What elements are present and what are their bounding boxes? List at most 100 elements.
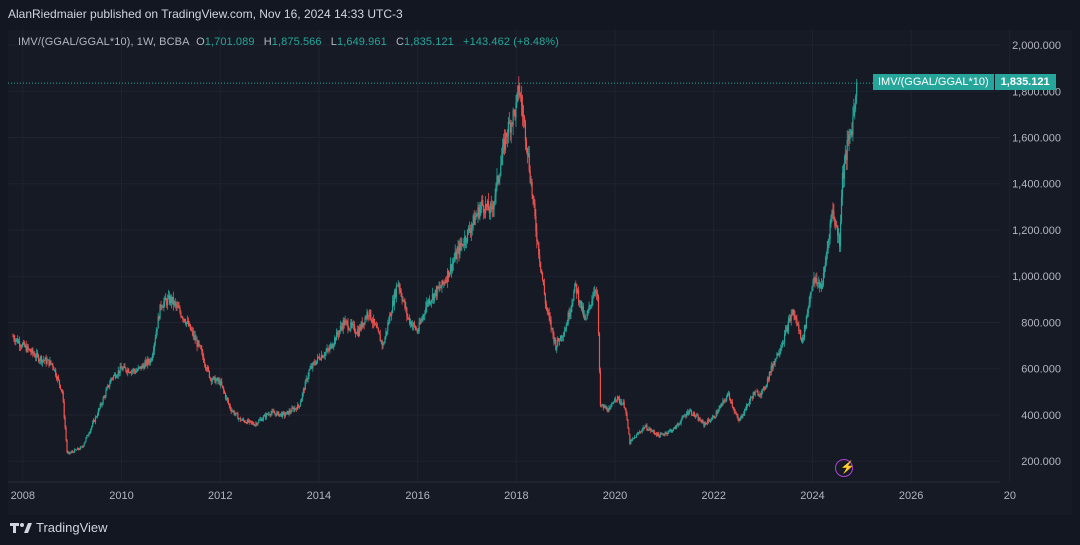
candle-body <box>247 419 249 423</box>
candle-body <box>276 412 278 416</box>
candle-body <box>38 360 41 362</box>
candle-body <box>372 322 374 324</box>
candle-body <box>740 415 742 418</box>
candle-body <box>93 420 96 422</box>
candle-body <box>93 420 95 423</box>
candle-body <box>652 430 655 432</box>
candle-body <box>625 409 627 414</box>
candle-body <box>196 339 198 347</box>
candle-body <box>509 123 511 133</box>
candle-body <box>130 370 133 373</box>
candle-body <box>288 410 290 415</box>
flash-icon[interactable]: ⚡ <box>835 459 855 477</box>
candle-body <box>520 95 522 97</box>
candle-body <box>210 378 212 382</box>
candle-body <box>107 385 109 388</box>
candle-body <box>291 408 293 412</box>
x-tick-label: 2026 <box>899 490 923 502</box>
candle-body <box>746 404 749 406</box>
candle-body <box>839 235 841 247</box>
candle-body <box>742 415 744 418</box>
candle-body <box>808 302 810 308</box>
candle-body <box>616 396 619 400</box>
candle-body <box>169 296 172 304</box>
symbol-legend[interactable]: IMV/(GGAL/GGAL*10), 1W, BCBA O1,701.089 … <box>18 36 559 48</box>
candle-body <box>52 363 54 368</box>
candle-body <box>35 356 37 358</box>
candle-body <box>142 364 144 366</box>
candle-body <box>523 117 526 122</box>
candle-body <box>239 418 241 420</box>
candle-body <box>377 328 379 332</box>
candle-body <box>437 286 439 289</box>
candle-body <box>219 380 221 385</box>
candle-body <box>331 344 333 348</box>
candle-body <box>95 416 98 418</box>
candle-body <box>600 405 602 407</box>
candle-body <box>128 369 130 373</box>
candle-body <box>447 270 449 282</box>
candle-body <box>642 427 644 430</box>
candle-body <box>32 349 34 354</box>
candle-body <box>145 360 147 363</box>
candle-body <box>108 385 110 387</box>
candle-body <box>339 326 341 331</box>
x-tick-label: 2014 <box>307 490 331 502</box>
candle-body <box>646 425 648 430</box>
candle-body <box>61 390 63 393</box>
candle-body <box>734 411 736 413</box>
candle-body <box>844 153 846 164</box>
candle-body <box>831 210 833 216</box>
candle-body <box>447 270 450 277</box>
candle-body <box>582 306 584 317</box>
candle-body <box>628 428 630 435</box>
candle-body <box>794 316 796 318</box>
candle-body <box>308 370 310 376</box>
candle-body <box>357 330 360 336</box>
candle-body <box>245 422 248 424</box>
candle-body <box>729 398 732 402</box>
chart-panel[interactable] <box>8 30 1072 515</box>
candle-body <box>713 415 715 418</box>
candle-body <box>286 411 288 413</box>
tradingview-brand[interactable]: TradingView <box>10 520 108 535</box>
candle-body <box>283 412 285 417</box>
candle-body <box>495 183 497 196</box>
candle-body <box>723 399 725 401</box>
candle-body <box>74 449 77 451</box>
candle-body <box>505 133 508 137</box>
legend-close-label: C <box>396 36 405 48</box>
candle-body <box>353 324 355 326</box>
candle-body <box>823 267 826 273</box>
candle-body <box>282 412 285 414</box>
candle-body <box>763 387 765 390</box>
candle-body <box>241 420 243 421</box>
candle-body <box>412 323 415 326</box>
candle-body <box>417 330 419 333</box>
candle-body <box>694 416 696 418</box>
grid-lines <box>8 30 1011 482</box>
candle-body <box>817 283 819 284</box>
candle-body <box>206 367 209 370</box>
candle-body <box>700 421 702 423</box>
candle-body <box>85 437 87 442</box>
candle-body <box>120 366 122 369</box>
candle-body <box>84 441 86 444</box>
candle-body <box>489 203 491 214</box>
candle-body <box>655 434 658 436</box>
candle-body <box>40 356 43 363</box>
candle-body <box>776 353 778 359</box>
y-tick-label: 800.000 <box>1021 317 1061 329</box>
candle-body <box>86 435 88 438</box>
candle-body <box>65 427 67 440</box>
x-tick-label: 2024 <box>800 490 824 502</box>
candle-body <box>330 344 332 347</box>
candle-body <box>433 293 435 301</box>
tradingview-brand-text: TradingView <box>36 520 108 535</box>
candle-body <box>273 411 275 414</box>
candle-body <box>181 316 183 318</box>
candle-body <box>96 415 99 417</box>
candle-body <box>151 355 154 361</box>
candle-body <box>123 365 125 369</box>
